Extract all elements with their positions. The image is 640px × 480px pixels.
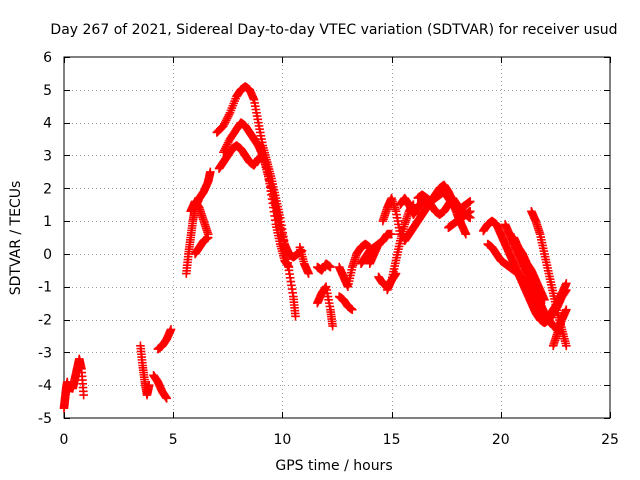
grid-lines bbox=[64, 57, 610, 418]
series-arc-n bbox=[313, 282, 337, 331]
data-point bbox=[562, 279, 571, 288]
data-point bbox=[203, 233, 213, 242]
data-point bbox=[540, 295, 549, 305]
data-point bbox=[347, 305, 357, 314]
x-tick-label: 5 bbox=[169, 432, 178, 448]
x-tick-label: 10 bbox=[273, 432, 291, 448]
y-tick-label: 2 bbox=[43, 181, 52, 197]
data-point bbox=[461, 229, 471, 239]
data-point bbox=[465, 197, 475, 206]
y-tick-label: -4 bbox=[38, 378, 52, 394]
data-point bbox=[391, 269, 401, 278]
series-arc-l bbox=[295, 243, 313, 278]
series-arc-d bbox=[149, 371, 171, 403]
y-axis-label: SDTVAR / TECUs bbox=[8, 181, 24, 296]
data-point bbox=[206, 167, 215, 177]
series-arc-af bbox=[553, 279, 571, 308]
series-arc-r bbox=[365, 229, 396, 269]
y-tick-label: 3 bbox=[43, 148, 52, 164]
data-point bbox=[304, 269, 313, 278]
y-tick-label: 6 bbox=[43, 50, 52, 66]
x-axis-label: GPS time / hours bbox=[275, 458, 392, 474]
data-point bbox=[396, 229, 405, 239]
x-tick-label: 25 bbox=[601, 432, 619, 448]
series-arc-u bbox=[378, 193, 405, 239]
y-tick-label: 5 bbox=[43, 83, 52, 99]
x-tick-label: 0 bbox=[60, 432, 69, 448]
series-arc-ac bbox=[509, 233, 549, 305]
data-point bbox=[64, 387, 73, 397]
data-point bbox=[562, 305, 571, 314]
data-point bbox=[166, 325, 176, 334]
series-arc-g bbox=[186, 197, 213, 239]
data-point bbox=[79, 390, 88, 400]
series-arc-ae bbox=[548, 305, 571, 351]
data-point bbox=[326, 262, 335, 272]
data-points bbox=[59, 82, 571, 413]
y-tick-label: -5 bbox=[38, 411, 52, 427]
series-arc-ad bbox=[527, 206, 571, 351]
series-arc-i bbox=[212, 82, 300, 321]
data-point bbox=[465, 213, 475, 223]
y-tick-label: 4 bbox=[43, 116, 52, 132]
plot-frame bbox=[63, 56, 611, 419]
data-point bbox=[387, 229, 396, 239]
x-tick-label: 20 bbox=[492, 432, 510, 448]
y-tick-label: -3 bbox=[38, 345, 52, 361]
y-tick-label: -1 bbox=[38, 280, 52, 296]
data-point bbox=[284, 262, 294, 272]
series-arc-b bbox=[68, 354, 88, 400]
series-arc-c bbox=[136, 341, 154, 400]
series-arc-o bbox=[334, 239, 375, 292]
series-arc-h bbox=[190, 233, 213, 259]
x-tick-labels: 0 5 10 15 20 25 bbox=[60, 432, 619, 448]
chart-title: Day 267 of 2021, Sidereal Day-to-day VTE… bbox=[50, 22, 617, 38]
y-tick-labels: -5 -4 -3 -2 -1 0 1 2 3 4 5 6 bbox=[38, 50, 52, 427]
y-tick-label: 0 bbox=[43, 247, 52, 263]
series-arc-e bbox=[153, 325, 176, 354]
data-point bbox=[562, 341, 571, 351]
series-arc-m bbox=[313, 259, 335, 275]
data-point bbox=[328, 321, 337, 331]
series-arc-y bbox=[444, 210, 475, 232]
data-point bbox=[144, 380, 154, 390]
y-tick-label: 1 bbox=[43, 214, 52, 230]
series-arc-k bbox=[214, 141, 294, 272]
series-arc-t bbox=[374, 269, 401, 292]
series-arc-f bbox=[182, 167, 215, 278]
x-tick-label: 15 bbox=[383, 432, 401, 448]
axis-ticks bbox=[64, 57, 611, 419]
data-point bbox=[291, 311, 300, 321]
data-point bbox=[162, 394, 171, 403]
y-tick-label: -2 bbox=[38, 313, 52, 329]
series-arc-a bbox=[59, 377, 73, 413]
series-arc-p bbox=[334, 292, 357, 314]
